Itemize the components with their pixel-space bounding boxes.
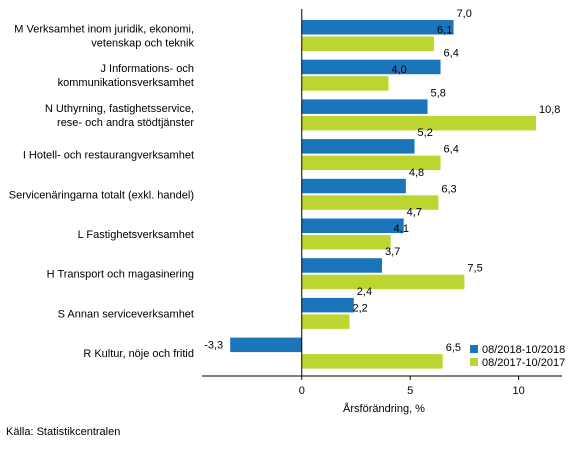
bar-series-1 bbox=[301, 297, 354, 313]
legend-label: 08/2017-10/2017 bbox=[482, 357, 565, 369]
category-label: L Fastighetsverksamhet bbox=[78, 229, 194, 241]
bar-series-2 bbox=[301, 155, 441, 171]
category-label: H Transport och magasinering bbox=[47, 269, 194, 281]
bar-series-2 bbox=[301, 235, 391, 250]
data-label: 7,0 bbox=[457, 8, 472, 20]
x-axis-title: Årsförändring, % bbox=[343, 402, 425, 415]
legend-label: 08/2018-10/2018 bbox=[482, 344, 565, 356]
bar-series-1 bbox=[301, 59, 441, 75]
data-label: 6,5 bbox=[446, 342, 461, 354]
legend-swatch bbox=[470, 358, 478, 366]
x-axis-ticks: 0 5 10 bbox=[299, 376, 525, 397]
bar-series-1 bbox=[301, 99, 428, 114]
bar-series-2 bbox=[301, 314, 350, 329]
data-label: 5,8 bbox=[431, 87, 446, 99]
x-tick-label: 10 bbox=[513, 385, 525, 397]
data-label: 2,2 bbox=[352, 302, 367, 314]
data-label: 10,8 bbox=[539, 104, 560, 116]
x-tick-label: 5 bbox=[407, 385, 413, 397]
bar-series-2 bbox=[301, 195, 439, 210]
bars bbox=[230, 20, 536, 369]
data-labels: 7,0 6,1 6,4 4,0 5,8 10,8 5,2 6,4 4,8 6,3 4,7 4,1 3,7… bbox=[204, 8, 560, 354]
data-label: 4,7 bbox=[407, 207, 422, 219]
data-label: 6,3 bbox=[441, 183, 456, 195]
category-label: S Annan serviceverksamhet bbox=[58, 308, 194, 320]
data-label: 6,4 bbox=[444, 144, 459, 156]
data-label: 5,2 bbox=[418, 127, 433, 139]
bar-series-1 bbox=[301, 258, 382, 273]
bar-series-2 bbox=[301, 76, 389, 91]
category-label: I Hotell- och restaurangverksamhet bbox=[23, 150, 194, 162]
category-label: J Informations- och kommunikationsverksam… bbox=[58, 63, 194, 89]
bar-series-1 bbox=[230, 337, 302, 353]
data-label: 4,1 bbox=[394, 223, 409, 235]
bar-series-2 bbox=[301, 274, 465, 290]
data-label: 2,4 bbox=[357, 286, 372, 298]
data-label: 6,4 bbox=[444, 48, 459, 60]
data-label: 4,0 bbox=[392, 64, 407, 76]
data-label: 3,7 bbox=[385, 246, 400, 258]
bar-series-1 bbox=[301, 178, 406, 194]
data-label: 6,1 bbox=[437, 25, 452, 37]
bar-series-1 bbox=[301, 20, 454, 35]
bar-series-1 bbox=[301, 139, 415, 154]
bar-series-2 bbox=[301, 36, 435, 51]
category-label: Servicenäringarna totalt (exkl. handel) bbox=[9, 189, 194, 201]
data-label: 7,5 bbox=[467, 263, 482, 275]
bar-series-2 bbox=[301, 354, 443, 369]
data-label: -3,3 bbox=[204, 340, 223, 352]
data-label: 4,8 bbox=[409, 167, 424, 179]
category-label: N Uthyrning, fastighetsservice, rese- och… bbox=[45, 103, 195, 129]
category-labels: M Verksamhet inom juridik, ekonomi, veten… bbox=[9, 24, 195, 361]
bar-series-1 bbox=[301, 218, 404, 233]
bar-series-2 bbox=[301, 115, 536, 131]
category-label: R Kultur, nöje och fritid bbox=[83, 348, 194, 360]
legend-swatch bbox=[470, 345, 478, 353]
category-label: M Verksamhet inom juridik, ekonomi, veten… bbox=[14, 24, 194, 50]
x-tick-label: 0 bbox=[299, 385, 305, 397]
source-note: Källa: Statistikcentralen bbox=[6, 426, 121, 438]
